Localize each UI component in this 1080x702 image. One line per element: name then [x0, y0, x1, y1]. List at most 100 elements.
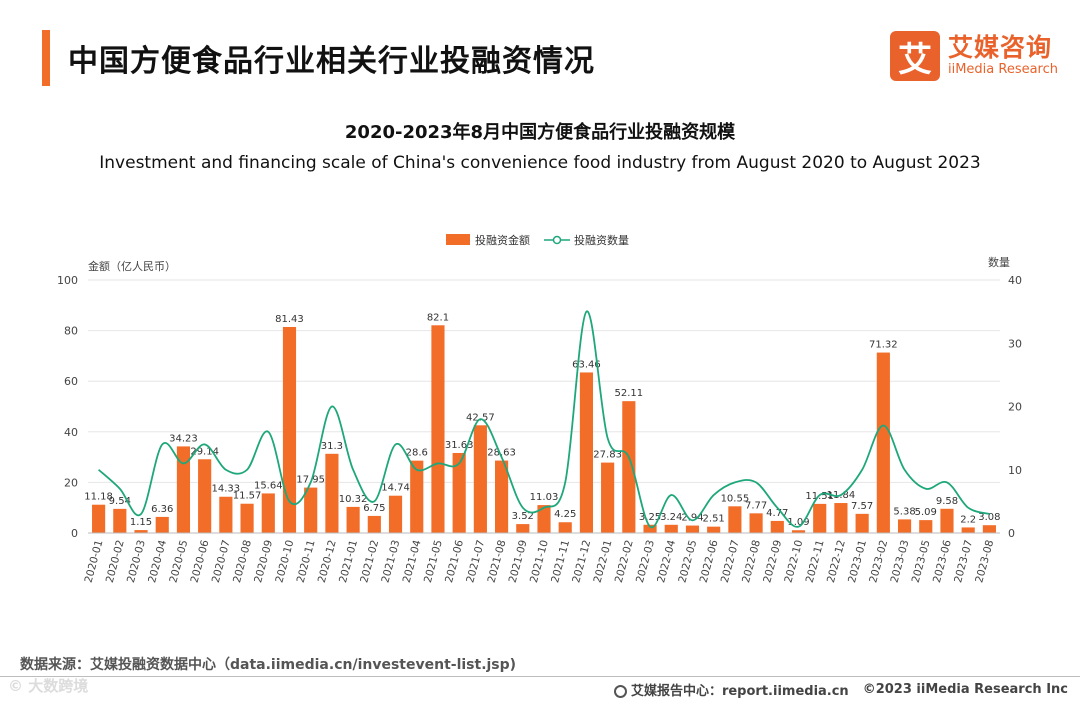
- bar: [664, 524, 678, 533]
- bar-value-label: 6.36: [151, 504, 173, 515]
- legend-bar-swatch: [446, 234, 470, 245]
- bar-value-label: 1.15: [130, 517, 152, 528]
- legend-bar-label: 投融资金额: [475, 233, 530, 247]
- bar: [495, 460, 509, 533]
- y-tick-label: 100: [57, 274, 78, 287]
- x-tick-label: 2021-09: [507, 539, 530, 584]
- bar: [113, 508, 127, 533]
- bar-value-label: 10.55: [721, 493, 750, 504]
- x-tick-label: 2022-02: [613, 539, 636, 584]
- bar-value-label: 9.58: [936, 496, 958, 507]
- logo-mark-icon: 艾: [889, 31, 940, 81]
- y-tick-label: 0: [71, 527, 78, 540]
- bar-value-label: 82.1: [427, 312, 449, 323]
- x-tick-label: 2021-11: [549, 539, 572, 584]
- x-tick-label: 2023-01: [846, 539, 869, 584]
- x-tick-label: 2020-12: [316, 539, 339, 584]
- x-tick-label: 2020-03: [125, 539, 148, 584]
- bar: [707, 526, 721, 533]
- x-tick-label: 2021-04: [401, 538, 424, 584]
- bar-value-label: 11.03: [530, 492, 559, 503]
- bar-value-label: 14.33: [212, 484, 241, 495]
- count-series-line: [98, 310, 990, 529]
- x-tick-label: 2022-03: [634, 539, 657, 584]
- bar-value-label: 3.08: [978, 512, 1000, 523]
- bar: [516, 524, 530, 533]
- x-tick-label: 2021-07: [464, 539, 487, 584]
- x-tick-label: 2021-01: [337, 539, 360, 584]
- bar-value-label: 52.11: [615, 388, 644, 399]
- bar: [770, 520, 784, 533]
- x-tick-label: 2021-08: [486, 539, 509, 584]
- x-tick-label: 2022-04: [655, 538, 678, 584]
- x-tick-label: 2020-01: [83, 539, 106, 584]
- x-tick-label: 2021-06: [443, 538, 466, 584]
- x-tick-label: 2022-06: [698, 538, 721, 584]
- bar-value-label: 14.74: [381, 483, 410, 494]
- bar-value-label: 42.57: [466, 412, 495, 423]
- x-tick-label: 2022-11: [804, 539, 827, 584]
- footer-divider: [0, 676, 1080, 677]
- y2-tick-label: 30: [1008, 337, 1022, 350]
- bar-value-label: 2.2: [960, 514, 976, 525]
- x-tick-label: 2022-12: [825, 539, 848, 584]
- x-tick-label: 2021-10: [528, 539, 551, 584]
- y-tick-label: 40: [64, 426, 78, 439]
- y-tick-label: 60: [64, 375, 78, 388]
- report-center-text: 艾媒报告中心：report.iimedia.cn: [630, 684, 849, 699]
- bar: [537, 505, 551, 533]
- bar: [134, 530, 148, 533]
- logo-text: 艾媒咨询 iiMedia Research: [948, 34, 1058, 78]
- x-tick-label: 2020-05: [167, 539, 190, 584]
- x-tick-label: 2020-06: [189, 538, 212, 584]
- y2-tick-label: 20: [1008, 401, 1022, 414]
- x-tick-label: 2022-07: [719, 539, 742, 584]
- bar-value-label: 10.32: [339, 494, 368, 505]
- bar-value-label: 63.46: [572, 359, 601, 370]
- bar-value-label: 2.94: [681, 513, 703, 524]
- bar: [622, 401, 636, 533]
- bar: [876, 352, 890, 533]
- x-tick-label: 2022-10: [782, 539, 805, 584]
- bar: [579, 372, 593, 533]
- bar-value-label: 7.57: [851, 501, 873, 512]
- legend-line-label: 投融资数量: [574, 233, 629, 247]
- watermark-text: © 大数跨境: [8, 677, 89, 695]
- bar-value-label: 27.83: [593, 450, 622, 461]
- x-tick-label: 2020-09: [252, 539, 275, 584]
- bar: [940, 508, 954, 533]
- brand-logo: 艾 艾媒咨询 iiMedia Research: [889, 30, 1058, 82]
- bar-value-label: 6.75: [363, 503, 385, 514]
- x-tick-label: 2020-10: [273, 539, 296, 584]
- bar-value-label: 31.63: [445, 440, 474, 451]
- bar: [685, 525, 700, 533]
- x-tick-label: 2023-08: [973, 539, 996, 584]
- x-tick-label: 2020-11: [295, 539, 318, 584]
- y-axis-title: 金额（亿人民币）: [88, 259, 176, 273]
- x-tick-label: 2020-07: [210, 539, 233, 584]
- bar: [813, 503, 827, 533]
- bar: [791, 530, 806, 533]
- x-tick-label: 2023-07: [952, 539, 975, 584]
- bar: [919, 520, 933, 533]
- bar: [155, 516, 169, 533]
- bar: [982, 525, 996, 533]
- x-tick-label: 2022-08: [740, 539, 763, 584]
- logo-en-text: iiMedia Research: [947, 62, 1058, 77]
- bar-value-label: 3.52: [512, 511, 534, 522]
- bar: [346, 506, 360, 533]
- bar-value-label: 34.23: [169, 433, 198, 444]
- bar-value-label: 4.77: [766, 508, 788, 519]
- bar: [431, 325, 445, 533]
- x-tick-label: 2023-06: [931, 538, 954, 584]
- bar: [452, 452, 466, 533]
- x-tick-label: 2023-02: [867, 539, 890, 584]
- x-tick-label: 2021-05: [422, 539, 445, 584]
- bar: [240, 503, 254, 533]
- chart-title: 2020-2023年8月中国方便食品行业投融资规模: [344, 122, 736, 143]
- x-tick-label: 2023-05: [910, 539, 933, 584]
- bar: [388, 495, 403, 533]
- y2-tick-label: 10: [1008, 464, 1022, 477]
- bar-value-label: 3.25: [639, 512, 661, 523]
- bar-value-label: 5.09: [915, 507, 937, 518]
